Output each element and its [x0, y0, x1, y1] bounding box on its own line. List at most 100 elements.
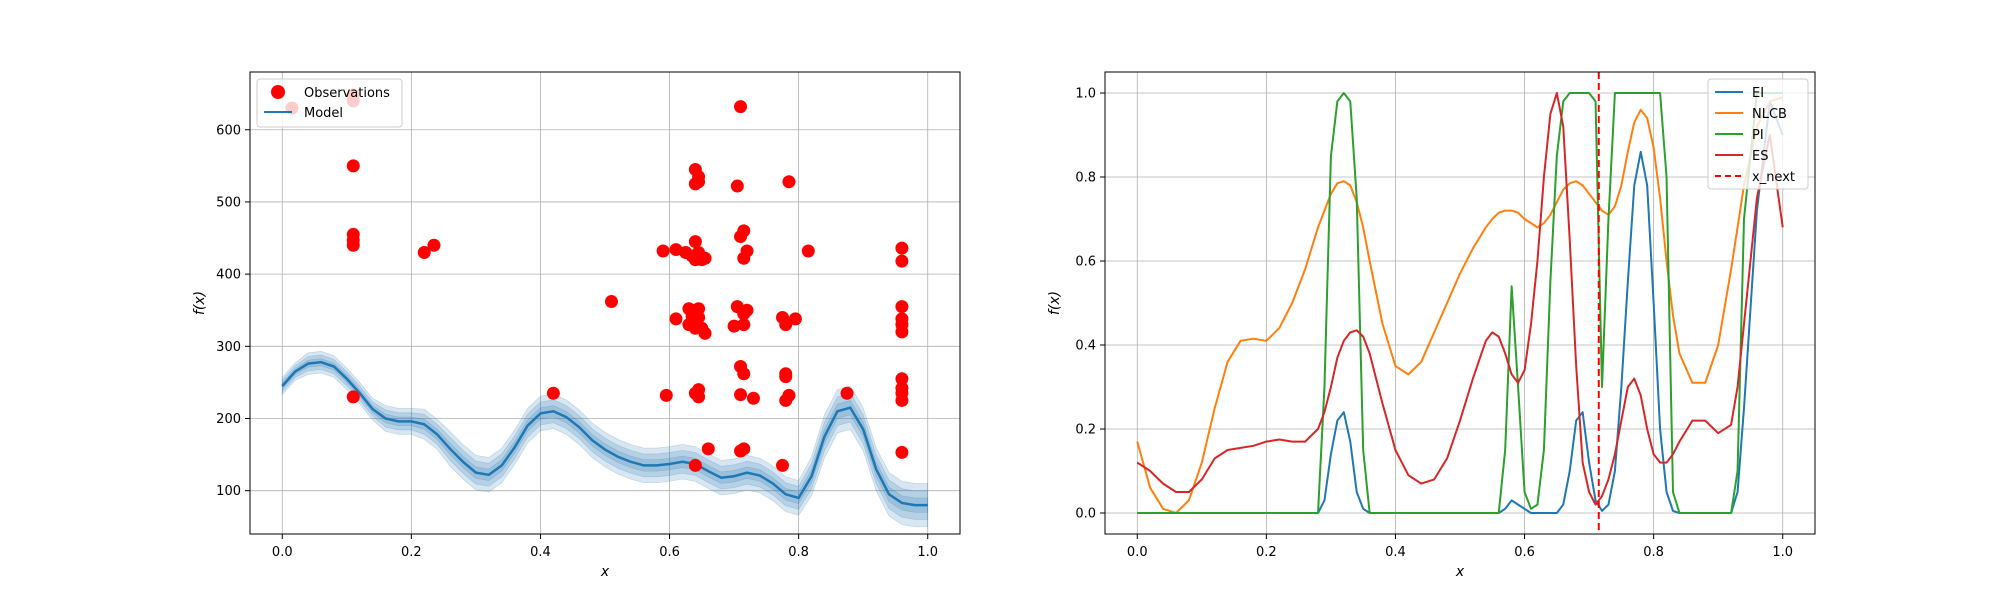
observation-point [801, 244, 815, 258]
observation-point [701, 442, 715, 456]
observation-point [427, 238, 441, 252]
left-xtick-label: 0.6 [659, 545, 680, 560]
right-legend-box [1707, 78, 1809, 190]
left-xlabel: x [600, 564, 610, 580]
observation-point [737, 318, 751, 332]
right-ytick-label: 1.0 [1075, 87, 1096, 102]
observation-point [895, 254, 909, 268]
right-ytick-label: 0.6 [1075, 255, 1096, 270]
left-ytick-label: 300 [216, 340, 241, 355]
legend-nlcb-label: NLCB [1752, 107, 1787, 122]
legend-observations-marker [271, 85, 285, 99]
left-axes-frame [249, 71, 961, 535]
right-xtick-label: 0.0 [1127, 545, 1148, 560]
observation-point [688, 458, 702, 472]
left-chart-panel: 0.0 0.2 0.4 0.6 0.8 1.0 100 200 300 400 500 600 x f… [192, 71, 961, 580]
observation-point [669, 312, 683, 326]
left-ylabel: f(x) [192, 291, 208, 315]
observation-point [788, 312, 802, 326]
observation-point [604, 295, 618, 309]
left-xtick-label: 0.4 [530, 545, 551, 560]
observation-point [737, 224, 751, 238]
right-axes-frame [1104, 71, 1816, 535]
right-plot-area [1136, 72, 1784, 534]
observation-point [734, 100, 748, 114]
observation-point [546, 386, 560, 400]
observation-point [417, 245, 431, 259]
model-line [281, 360, 928, 507]
right-ytick-label: 0.2 [1075, 423, 1096, 438]
observation-point [895, 241, 909, 255]
observation-point [782, 175, 796, 189]
left-ytick-label: 100 [216, 484, 241, 499]
observation-point [782, 388, 796, 402]
left-plot-area [281, 88, 929, 528]
observation-point [734, 388, 748, 402]
legend-model-label: Model [304, 106, 343, 121]
left-ytick-label: 600 [216, 123, 241, 138]
observation-point [737, 367, 751, 381]
left-ticks: 0.0 0.2 0.4 0.6 0.8 1.0 100 200 300 400 500 600 [216, 123, 938, 560]
legend-xnext-label: x_next [1752, 170, 1795, 185]
legend-es-label: ES [1752, 149, 1768, 164]
observation-point [692, 390, 706, 404]
legend-observations-label: Observations [304, 86, 390, 101]
observation-point [346, 390, 360, 404]
series-line-es [1136, 92, 1784, 506]
observation-point [737, 442, 751, 456]
model-confidence-band [281, 351, 929, 528]
observation-point [346, 159, 360, 173]
right-xlabel: x [1455, 564, 1465, 580]
observation-point [895, 393, 909, 407]
left-xtick-label: 0.2 [401, 545, 422, 560]
observation-point [740, 303, 754, 317]
right-ytick-label: 0.0 [1075, 507, 1096, 522]
observation-point [895, 445, 909, 459]
right-ytick-label: 0.4 [1075, 339, 1096, 354]
left-legend-box [256, 78, 403, 128]
right-xtick-label: 1.0 [1772, 545, 1793, 560]
right-legend: EI NLCB PI ES x_next [1707, 78, 1809, 190]
model-confidence-band [281, 358, 929, 513]
observation-point [776, 458, 789, 472]
observation-point [692, 175, 706, 189]
right-xtick-label: 0.6 [1514, 545, 1535, 560]
left-ytick-label: 400 [216, 268, 241, 283]
observation-point [727, 319, 741, 333]
observation-point [895, 300, 909, 314]
observation-point [730, 179, 744, 193]
left-legend: Observations Model [256, 78, 403, 128]
observation-point [692, 310, 706, 324]
observation-point [698, 251, 712, 265]
left-xtick-label: 1.0 [917, 545, 938, 560]
observation-point [688, 235, 702, 249]
left-xtick-label: 0.0 [272, 545, 293, 560]
left-ytick-label: 200 [216, 412, 241, 427]
observation-point [746, 391, 760, 405]
right-chart-panel: 0.0 0.2 0.4 0.6 0.8 1.0 0.0 0.2 0.4 0.6 0.8 1.0 x f… [1047, 71, 1816, 580]
right-ytick-label: 0.8 [1075, 171, 1096, 186]
observation-point [740, 244, 754, 258]
observation-point [779, 370, 793, 384]
observation-point [779, 318, 793, 332]
left-grid [250, 72, 960, 534]
left-ytick-label: 500 [216, 195, 241, 210]
right-xtick-label: 0.2 [1256, 545, 1277, 560]
observation-point [346, 238, 360, 252]
right-ylabel: f(x) [1047, 291, 1063, 315]
series-line-nlcb [1136, 96, 1784, 514]
observation-point [840, 386, 854, 400]
right-xtick-label: 0.4 [1385, 545, 1406, 560]
legend-pi-label: PI [1752, 128, 1764, 143]
left-xtick-label: 0.8 [788, 545, 809, 560]
observation-point [698, 326, 712, 340]
observation-point [656, 244, 670, 258]
series-line-ei [1137, 100, 1784, 514]
observation-point [895, 372, 909, 386]
observation-point [659, 388, 673, 402]
legend-ei-label: EI [1752, 86, 1764, 101]
right-xtick-label: 0.8 [1643, 545, 1664, 560]
observation-point [895, 325, 909, 339]
series-line-pi [1137, 92, 1783, 514]
